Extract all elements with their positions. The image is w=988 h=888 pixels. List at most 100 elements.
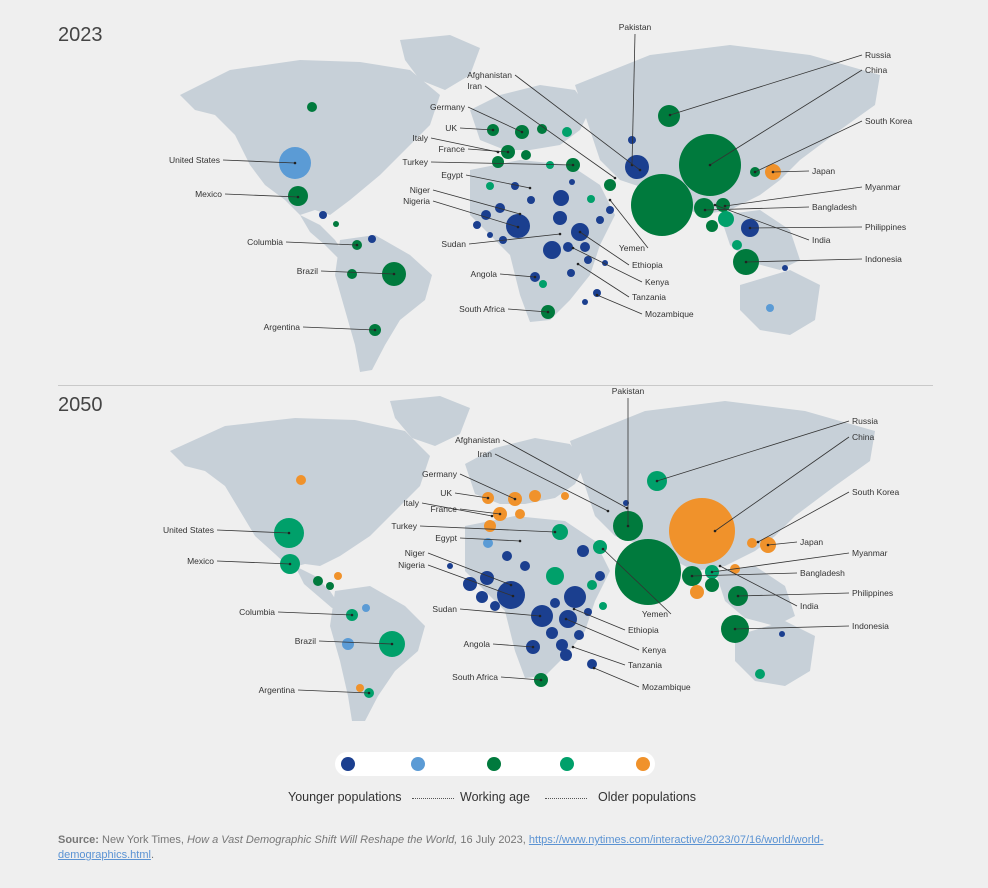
country-label: Kenya xyxy=(642,645,666,655)
leader-line xyxy=(430,161,574,166)
country-bubble xyxy=(587,580,597,590)
leader-line xyxy=(579,231,630,266)
leader-endpoint xyxy=(518,539,522,543)
leader-line xyxy=(577,263,630,298)
country-label: Argentina xyxy=(264,322,301,332)
country-label: Mexico xyxy=(195,189,222,199)
country-bubble xyxy=(521,150,531,160)
country-bubble xyxy=(747,538,757,548)
country-label: Nigeria xyxy=(398,560,425,570)
leader-endpoint xyxy=(350,613,354,617)
leader-endpoint xyxy=(511,594,515,598)
source-date: 16 July 2023, xyxy=(460,834,526,846)
leader-line xyxy=(514,74,641,171)
leader-line xyxy=(691,572,798,577)
leader-line xyxy=(737,592,850,597)
country-label: Philippines xyxy=(865,222,906,232)
leader-line xyxy=(719,565,798,607)
leader-endpoint xyxy=(756,540,760,544)
country-bubble xyxy=(561,492,569,500)
leader-line xyxy=(596,294,643,315)
leader-line xyxy=(320,270,395,275)
country-bubble xyxy=(587,659,597,669)
country-label: Iran xyxy=(467,81,482,91)
country-bubble xyxy=(553,190,569,206)
leader-endpoint xyxy=(533,275,537,279)
country-bubble xyxy=(718,211,734,227)
country-bubble xyxy=(593,540,607,554)
country-bubble xyxy=(582,299,588,305)
leader-line xyxy=(572,247,643,283)
leader-endpoint xyxy=(723,204,727,208)
country-label: Russia xyxy=(852,416,878,426)
country-label: South Africa xyxy=(452,672,498,682)
country-bubble xyxy=(658,105,680,127)
leader-endpoint xyxy=(655,479,659,483)
country-bubble xyxy=(615,539,681,605)
country-bubble xyxy=(492,156,504,168)
country-label: Bangladesh xyxy=(800,568,845,578)
country-bubble xyxy=(782,265,788,271)
leader-endpoint xyxy=(592,666,596,670)
country-label: Sudan xyxy=(432,604,457,614)
country-bubble xyxy=(690,585,704,599)
country-bubble xyxy=(569,179,575,185)
leader-endpoint xyxy=(668,113,672,117)
country-bubble xyxy=(599,602,607,610)
leader-endpoint xyxy=(355,243,359,247)
leader-line xyxy=(709,69,863,166)
country-bubble xyxy=(779,631,785,637)
country-bubble xyxy=(362,604,370,612)
leader-endpoint xyxy=(509,583,513,587)
country-bubble xyxy=(520,561,530,571)
country-label: Iran xyxy=(477,449,492,459)
country-label: Philippines xyxy=(852,588,893,598)
source-label: Source: xyxy=(58,834,99,846)
leader-endpoint xyxy=(506,150,510,154)
country-bubble xyxy=(502,551,512,561)
country-label: Turkey xyxy=(391,521,417,531)
country-bubble xyxy=(623,500,629,506)
leader-line xyxy=(432,200,519,228)
country-label: Yemen xyxy=(619,243,645,253)
country-bubble xyxy=(593,289,601,297)
leader-line xyxy=(302,326,376,331)
country-label: South Korea xyxy=(865,116,913,126)
legend-bar xyxy=(335,752,655,776)
country-label: Mozambique xyxy=(642,682,691,692)
leader-endpoint xyxy=(576,262,580,266)
leader-line xyxy=(704,206,810,211)
leader-line xyxy=(609,199,649,249)
leader-line xyxy=(711,552,850,573)
country-bubble xyxy=(483,538,493,548)
leader-line xyxy=(459,473,516,500)
legend-dot-4 xyxy=(560,757,574,771)
country-label: Mexico xyxy=(187,556,214,566)
leader-line xyxy=(216,529,290,534)
year-title-2023: 2023 xyxy=(58,24,103,46)
leader-endpoint xyxy=(613,176,617,180)
leader-endpoint xyxy=(766,543,770,547)
leader-endpoint xyxy=(606,509,610,513)
country-label: China xyxy=(852,432,874,442)
country-label: Niger xyxy=(405,548,425,558)
source-link[interactable]: https://www.nytimes.com/interactive/2023… xyxy=(58,834,824,861)
country-label: Pakistan xyxy=(612,386,645,396)
country-label: United States xyxy=(163,525,214,535)
leader-endpoint xyxy=(490,514,494,518)
leader-line xyxy=(757,491,850,543)
year-title-2050: 2050 xyxy=(58,394,103,416)
country-label: Pakistan xyxy=(619,22,652,32)
leader-endpoint xyxy=(553,530,557,534)
leader-line xyxy=(427,552,512,586)
leader-endpoint xyxy=(513,497,517,501)
leader-line xyxy=(724,186,863,207)
leader-line xyxy=(459,537,521,542)
leader-line xyxy=(492,643,534,648)
leader-line xyxy=(499,273,536,278)
leader-line xyxy=(767,541,798,546)
country-bubble xyxy=(511,182,519,190)
country-bubble xyxy=(755,669,765,679)
legend-label-older: Older populations xyxy=(598,790,696,804)
